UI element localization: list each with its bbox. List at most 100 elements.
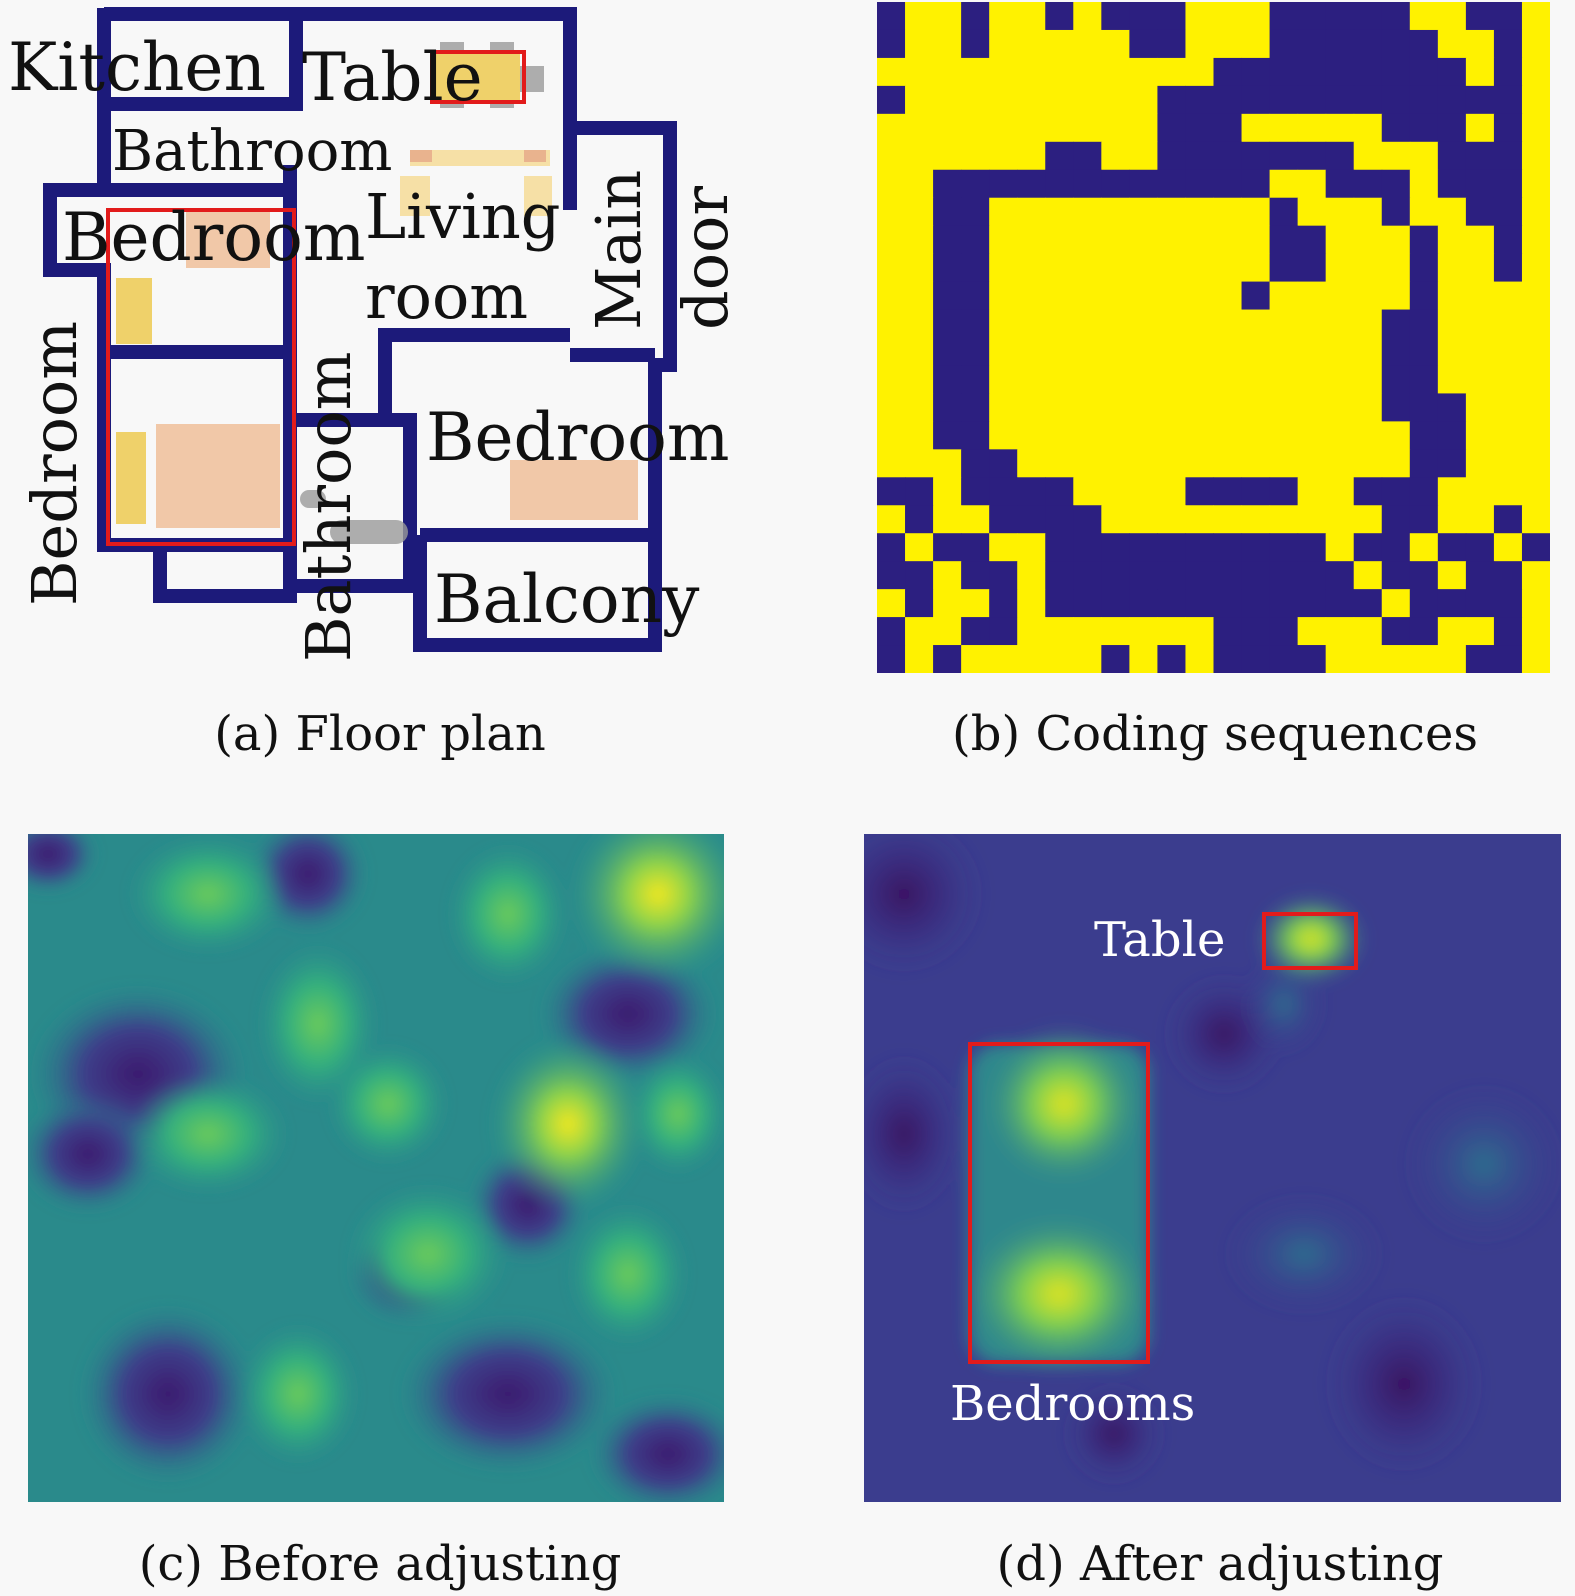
grid-cell [1073, 197, 1102, 227]
grid-cell [877, 169, 906, 199]
sofa-arm [410, 150, 432, 162]
grid-cell [1409, 645, 1439, 673]
grid-cell [989, 505, 1018, 534]
grid-cell [1073, 337, 1102, 366]
grid-cell [1353, 617, 1383, 646]
grid-cell [1493, 113, 1523, 143]
grid-cell [1381, 253, 1411, 283]
grid-cell [1129, 225, 1158, 255]
grid-cell [1101, 2, 1130, 31]
grid-cell [961, 337, 990, 366]
grid-cell [1353, 29, 1383, 59]
grid-cell [1437, 589, 1467, 618]
label-kitchen: Kitchen [8, 29, 266, 106]
grid-cell [1465, 477, 1495, 506]
grid-cell [1017, 449, 1046, 478]
grid-cell [961, 29, 990, 59]
grid-cell [989, 337, 1018, 366]
grid-cell [961, 281, 990, 311]
grid-cell [1465, 337, 1495, 366]
grid-cell [1157, 505, 1186, 534]
grid-cell [1521, 29, 1550, 59]
grid-cell [1493, 309, 1523, 338]
grid-cell [961, 449, 990, 478]
grid-cell [1269, 533, 1299, 562]
grid-cell [1213, 113, 1243, 143]
grid-cell [1129, 253, 1158, 283]
grid-cell [1157, 253, 1186, 283]
grid-cell [1521, 393, 1550, 422]
grid-cell [989, 421, 1018, 450]
grid-cell [1465, 365, 1495, 394]
grid-cell [905, 57, 934, 87]
grid-cell [905, 533, 934, 562]
grid-cell [1185, 141, 1214, 171]
grid-cell [1325, 449, 1355, 478]
grid-cell [989, 169, 1018, 199]
grid-cell [1381, 561, 1411, 590]
grid-cell [989, 449, 1018, 478]
grid-cell [877, 281, 906, 311]
grid-cell [961, 645, 990, 673]
grid-cell [1101, 477, 1130, 506]
grid-cell [1493, 169, 1523, 199]
grid-cell [1157, 281, 1186, 311]
grid-cell [1129, 57, 1158, 87]
sofa-arm [524, 150, 546, 162]
grid-cell [1185, 393, 1214, 422]
grid-cell [1157, 29, 1186, 59]
grid-cell [1353, 449, 1383, 478]
grid-cell [1213, 141, 1243, 171]
grid-cell [877, 2, 906, 31]
grid-cell [1437, 113, 1467, 143]
grid-cell [961, 197, 990, 227]
grid-cell [1325, 169, 1355, 199]
grid-cell [1269, 57, 1299, 87]
grid-cell [1157, 589, 1186, 618]
grid-cell [1465, 85, 1495, 115]
grid-cell [1297, 57, 1327, 87]
grid-cell [1129, 169, 1158, 199]
grid-cell [1129, 141, 1158, 171]
grid-cell [1269, 29, 1299, 59]
grid-cell [1381, 2, 1411, 31]
grid-cell [933, 113, 962, 143]
grid-cell [1213, 477, 1243, 506]
grid-cell [1129, 337, 1158, 366]
grid-cell [1409, 393, 1439, 422]
grid-cell [1493, 2, 1523, 31]
toilet-shape [300, 490, 326, 508]
grid-cell [1213, 561, 1243, 590]
grid-cell [1157, 393, 1186, 422]
label-bedroom-left: Bedroom [18, 321, 91, 606]
grid-cell [933, 421, 962, 450]
grid-cell [1521, 365, 1550, 394]
grid-cell [877, 617, 906, 646]
grid-cell [1241, 309, 1271, 338]
grid-cell [1381, 169, 1411, 199]
grid-cell [905, 225, 934, 255]
grid-cell [1157, 309, 1186, 338]
grid-cell [933, 57, 962, 87]
grid-cell [1101, 645, 1130, 673]
grid-cell [1157, 561, 1186, 590]
grid-cell [1213, 57, 1243, 87]
grid-cell [1017, 309, 1046, 338]
grid-cell [1381, 337, 1411, 366]
grid-cell [1045, 617, 1074, 646]
grid-cell [1017, 169, 1046, 199]
grid-cell [1381, 533, 1411, 562]
grid-cell [1073, 533, 1102, 562]
grid-cell [905, 85, 934, 115]
grid-cell [877, 309, 906, 338]
grid-cell [1101, 85, 1130, 115]
grid-cell [1521, 449, 1550, 478]
grid-cell [1269, 505, 1299, 534]
grid-cell [1185, 253, 1214, 283]
grid-cell [1325, 337, 1355, 366]
grid-cell [1409, 477, 1439, 506]
grid-cell [877, 29, 906, 59]
grid-cell [933, 197, 962, 227]
grid-cell [1437, 29, 1467, 59]
grid-cell [933, 477, 962, 506]
